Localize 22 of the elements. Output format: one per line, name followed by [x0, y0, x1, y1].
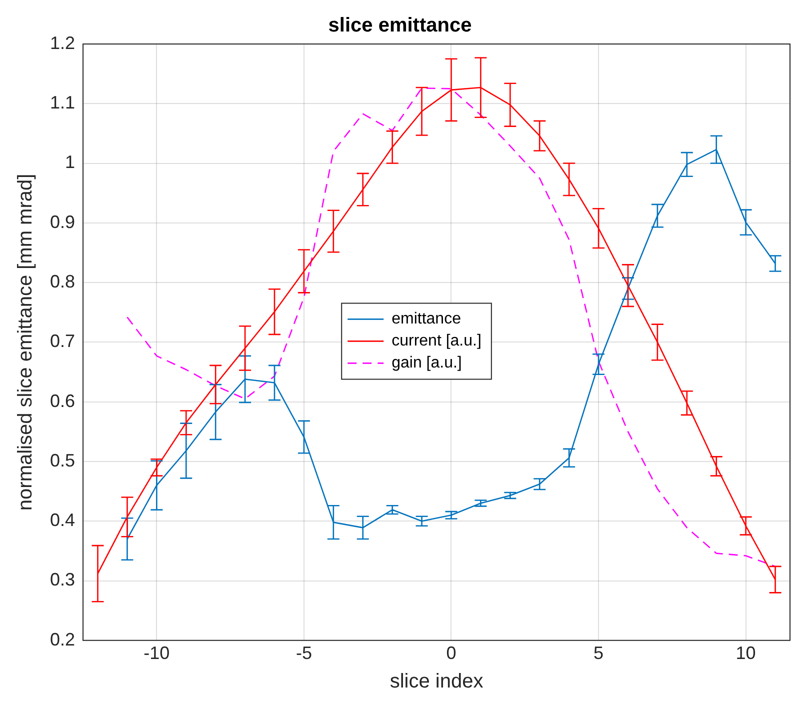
- y-tick-label: 0.6: [50, 390, 76, 411]
- legend-label: emittance: [392, 310, 462, 328]
- x-tick-label: 5: [594, 643, 604, 664]
- y-tick-label: 1.2: [50, 32, 76, 53]
- y-tick-label: 0.5: [50, 450, 76, 470]
- y-tick-label: 0.4: [50, 510, 76, 530]
- y-tick-label: 1: [65, 152, 76, 172]
- y-tick-label: 1.1: [50, 92, 76, 113]
- legend-label: current [a.u.]: [392, 332, 482, 350]
- x-tick-label: 10: [736, 643, 756, 664]
- chart-title: slice emittance: [328, 14, 472, 37]
- x-tick-label: -10: [144, 643, 170, 664]
- y-tick-label: 0.2: [50, 629, 76, 650]
- legend-label: gain [a.u.]: [392, 354, 462, 372]
- x-tick-label: 0: [446, 643, 456, 664]
- x-axis-title: slice index: [390, 670, 484, 693]
- y-axis-title: normalised slice emittance [mm mrad]: [14, 174, 37, 511]
- y-tick-label: 0.3: [50, 570, 76, 590]
- x-tick-label: -5: [296, 643, 312, 664]
- y-tick-label: 0.7: [50, 331, 76, 352]
- y-tick-label: 0.9: [50, 212, 76, 232]
- y-tick-label: 0.8: [50, 272, 76, 292]
